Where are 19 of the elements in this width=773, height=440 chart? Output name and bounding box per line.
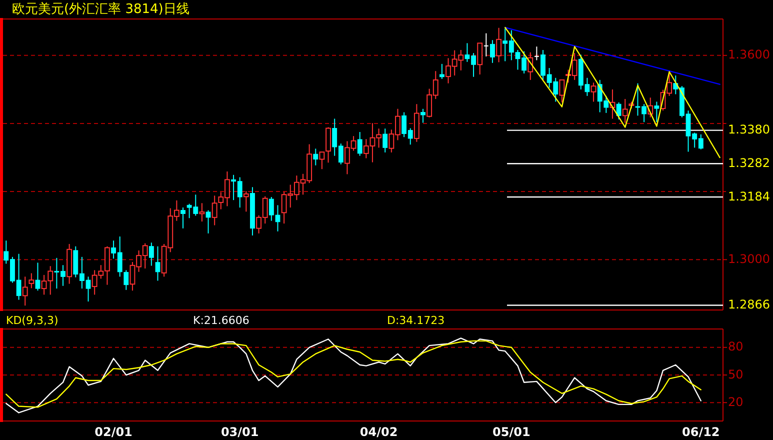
y-tick-label: 1.3600 [728,48,770,62]
y-tick-label: 1.3000 [728,252,770,266]
line-series [504,26,720,158]
x-tick-label: 02/01 [94,425,132,439]
ref-line-label: 1.3282 [728,156,770,170]
y-tick-label: 20 [728,394,744,409]
x-tick-label: 04/02 [360,425,398,439]
y-tick-label: 50 [728,367,744,382]
ref-line-label: 1.3380 [728,122,770,137]
text: K:21.6606 [193,314,250,327]
chart-title: 欧元美元(外汇汇率 3814)日线 [12,1,190,17]
text: KD(9,3,3) [6,314,58,327]
ref-line-label: 1.3184 [728,189,770,204]
text: D:34.1723 [387,314,445,327]
x-tick-label: 06/12 [682,425,720,439]
ref-line-label: 1.2866 [728,298,770,312]
x-tick-label: 03/01 [220,425,259,439]
x-tick-label: 05/01 [492,425,530,439]
y-tick-label: 80 [728,340,744,354]
